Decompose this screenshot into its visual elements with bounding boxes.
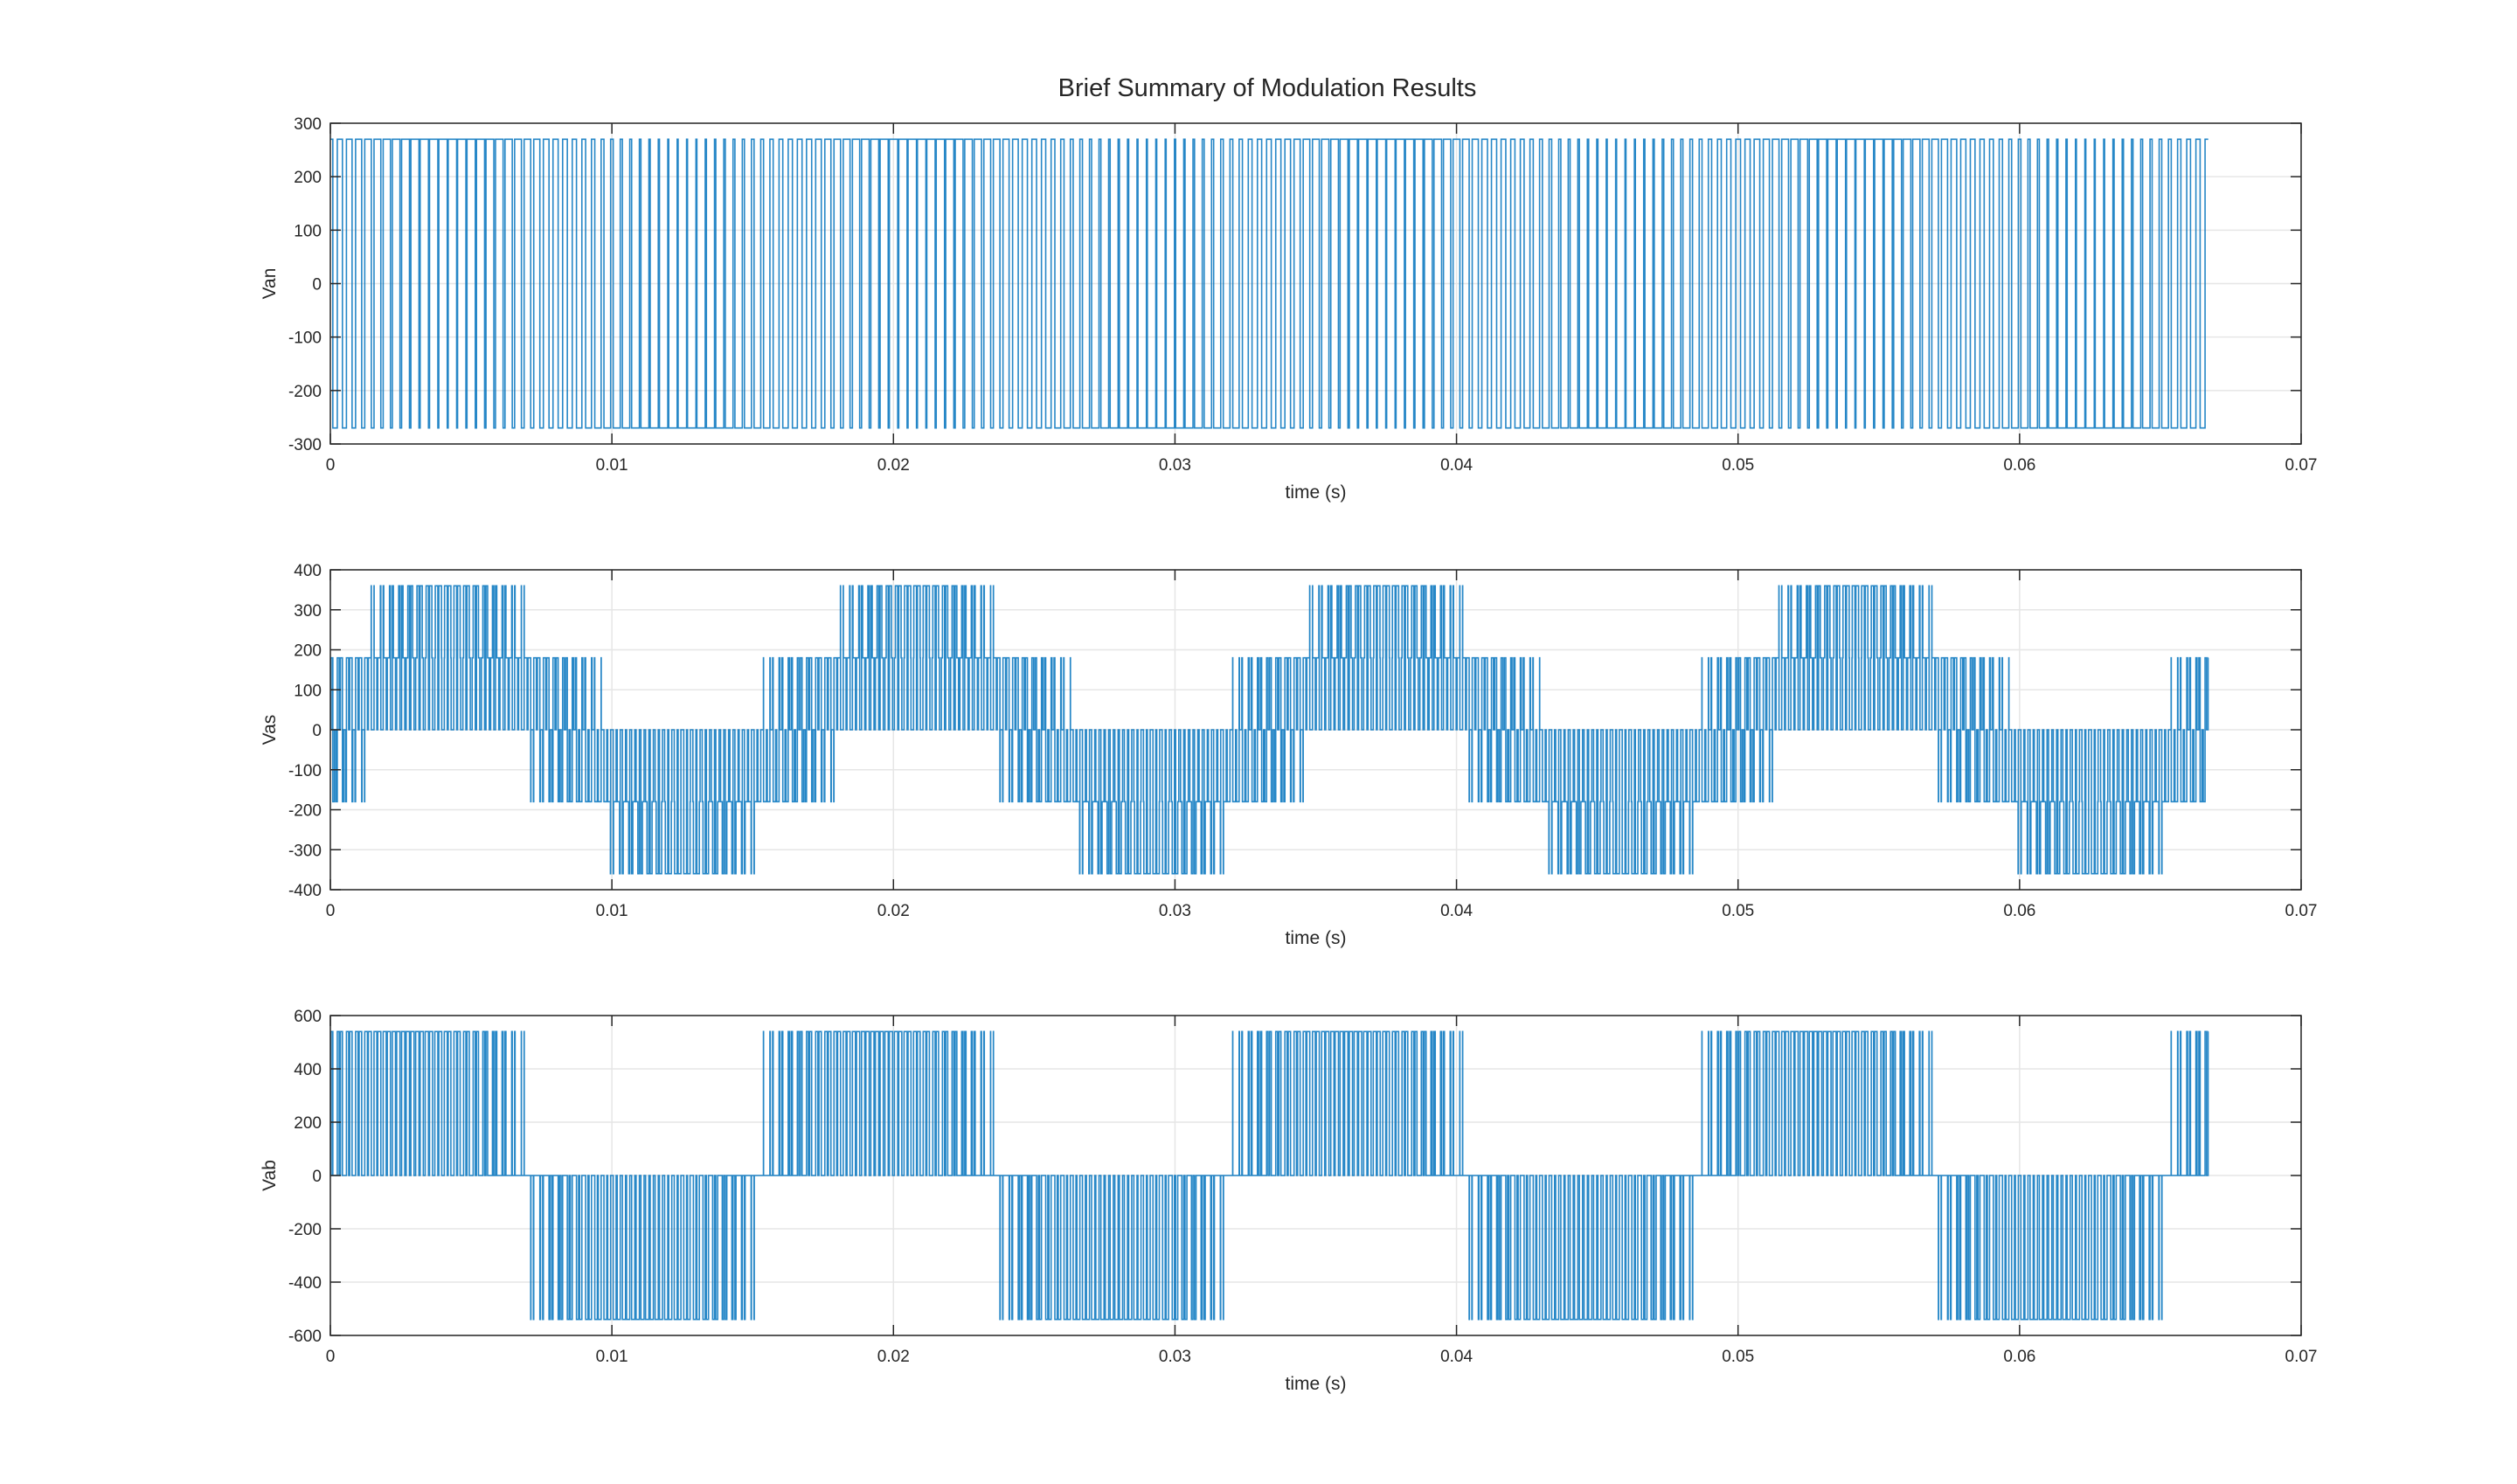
y-axis-label: Vab [260,1160,280,1191]
y-tick-label: 400 [294,562,322,580]
y-tick-label: 200 [294,642,322,661]
subplot-van: 0 0.01 0.02 0.03 0.04 0.05 0.06 0.07 -300 -200 -10… [260,115,2317,503]
x-tick-label: 0.06 [2003,902,2035,920]
x-tick-label: 0.06 [2003,1348,2035,1366]
y-tick-label: -300 [288,436,322,454]
x-tick-label: 0.03 [1159,456,1191,475]
x-tick-label: 0.04 [1440,902,1473,920]
y-tick-label: -400 [288,882,322,900]
x-tick-label: 0.02 [877,456,910,475]
x-tick-label: 0.04 [1440,1348,1473,1366]
y-axis-label: Van [260,268,280,300]
x-axis-label: time (s) [1286,928,1347,948]
y-tick-label: 0 [312,722,322,740]
series-line-vas [330,585,2209,875]
x-tick-label: 0.01 [596,1348,628,1366]
figure-title: Brief Summary of Modulation Results [1058,74,1477,102]
x-tick-label: 0.03 [1159,902,1191,920]
x-tick-label: 0.07 [2285,902,2318,920]
y-tick-label: 200 [294,1114,322,1133]
x-tick-label: 0.05 [1722,902,1754,920]
x-axis-label: time (s) [1286,1374,1347,1394]
x-tick-label: 0.02 [877,902,910,920]
x-tick-label: 0.05 [1722,456,1754,475]
x-tick-label: 0.05 [1722,1348,1754,1366]
y-tick-label: 0 [312,1168,322,1186]
y-tick-label: -200 [288,802,322,821]
subplots: 0 0.01 0.02 0.03 0.04 0.05 0.06 0.07 -300 -200 -10… [260,115,2317,1394]
x-tick-label: 0.07 [2285,1348,2318,1366]
y-tick-label: 200 [294,169,322,187]
x-tick-label: 0.07 [2285,456,2318,475]
subplot-vab: 0 0.01 0.02 0.03 0.04 0.05 0.06 0.07 -600 -400 -20… [260,1008,2317,1394]
x-tick-label: 0.04 [1440,456,1473,475]
x-tick-label: 0.06 [2003,456,2035,475]
y-tick-label: -600 [288,1328,322,1346]
x-axis-label: time (s) [1286,482,1347,503]
y-tick-label: -400 [288,1274,322,1293]
y-tick-label: 300 [294,602,322,621]
x-tick-label: 0 [326,456,336,475]
y-tick-label: 100 [294,222,322,240]
x-tick-label: 0.01 [596,902,628,920]
y-tick-label: -100 [288,762,322,780]
x-tick-label: 0.03 [1159,1348,1191,1366]
series-line-van [330,138,2208,429]
y-tick-label: -300 [288,842,322,860]
y-tick-label: 300 [294,115,322,134]
y-tick-label: 0 [312,276,322,295]
y-tick-label: -200 [288,1221,322,1239]
y-tick-label: 100 [294,682,322,700]
subplot-vas: 0 0.01 0.02 0.03 0.04 0.05 0.06 0.07 -400 -300 -20… [260,562,2317,948]
y-axis-label: Vas [260,715,280,745]
x-tick-label: 0.01 [596,456,628,475]
y-tick-label: -200 [288,383,322,401]
y-tick-label: -100 [288,329,322,348]
y-tick-label: 400 [294,1061,322,1079]
y-tick-label: 600 [294,1008,322,1026]
x-tick-label: 0 [326,902,336,920]
x-tick-label: 0.02 [877,1348,910,1366]
series-line-vab [330,1030,2209,1321]
x-tick-label: 0 [326,1348,336,1366]
